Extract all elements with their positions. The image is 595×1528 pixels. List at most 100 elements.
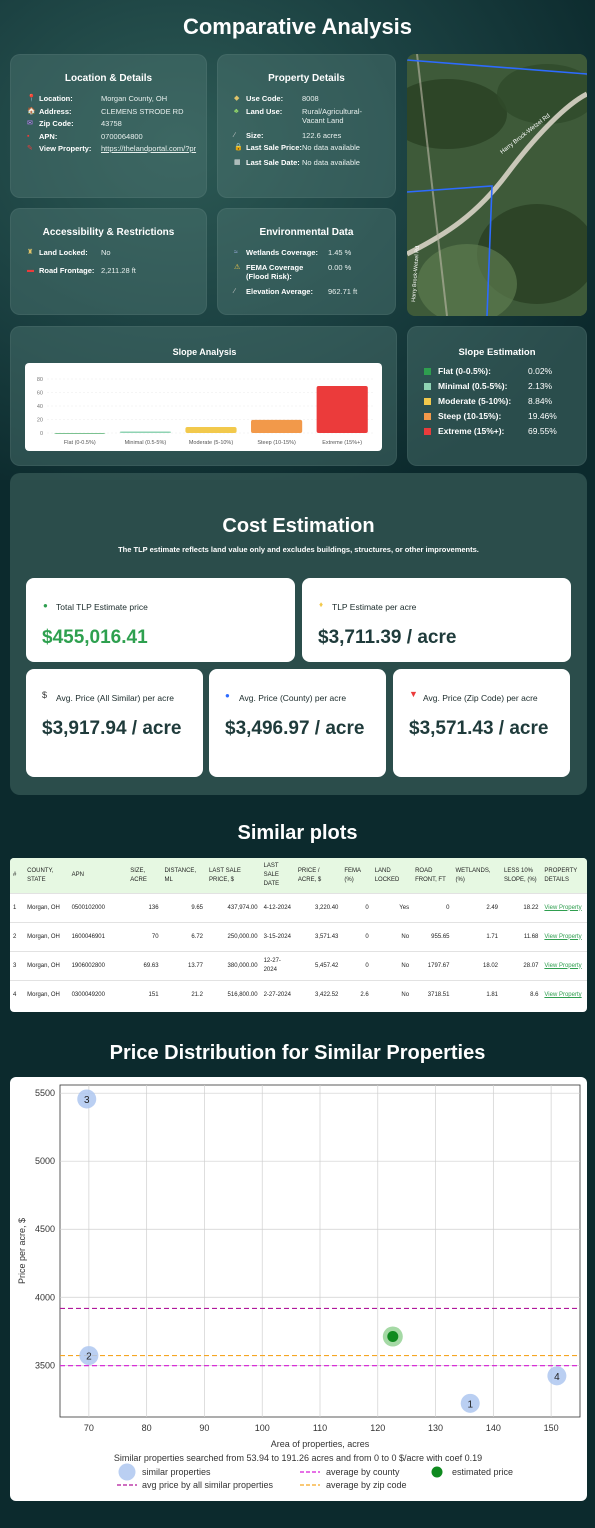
location-card: Location & Details 📍 Location: Morgan Coun… xyxy=(10,54,207,198)
table-cell: 3-15-2024 xyxy=(260,922,295,952)
slope-swatch xyxy=(424,412,431,420)
similar-table-header: # COUNTY, STATE APN SIZE, ACRE DISTANCE, ML L… xyxy=(10,858,587,894)
table-header-cell: APN xyxy=(71,872,84,878)
table-cell: 18.02 xyxy=(452,951,501,981)
wetlands-row: ≈ Wetlands Coverage: 1.45 % xyxy=(234,248,395,258)
table-cell: No xyxy=(371,980,413,1010)
slope-estimation-value: 19.46% xyxy=(528,411,557,421)
table-cell: 0 xyxy=(341,951,372,981)
table-header-cell: DISTANCE, ML xyxy=(164,867,197,883)
view-property-link[interactable]: View Property xyxy=(544,933,582,940)
road-frontage-key: Road Frontage: xyxy=(39,265,95,275)
table-cell: 1.81 xyxy=(452,980,501,1010)
last-sale-price-row: 🔒 Last Sale Price: No data available xyxy=(234,143,395,153)
property-map[interactable]: Harry Brock-Wetzel Rd Harry Brock-Wetzel… xyxy=(407,54,587,316)
view-property-link[interactable]: View Property xyxy=(544,962,582,969)
x-tick-label: 130 xyxy=(428,1423,443,1433)
slope-ytick-label: 20 xyxy=(37,418,43,424)
table-row: 4 Morgan, OH 0300049200 151 21.2 516,800.00 2-… xyxy=(10,980,587,1010)
address-value: CLEMENS STRODE RD xyxy=(101,106,184,116)
location-key: Location: xyxy=(39,94,73,103)
point-label: 2 xyxy=(86,1352,92,1363)
table-header-cell: # xyxy=(13,872,17,878)
similar-property-point xyxy=(460,1393,480,1413)
cost-subtitle: The TLP estimate reflects land value onl… xyxy=(118,545,479,554)
x-tick-label: 140 xyxy=(486,1423,501,1433)
slope-estimation-row: Steep (10-15%): 19.46% xyxy=(424,411,586,421)
last-sale-price-key: Last Sale Price: xyxy=(246,143,302,152)
slope-estimation-card: Slope Estimation Flat (0-0.5%): 0.02% Mini… xyxy=(407,326,587,466)
table-cell: 3,220.40 xyxy=(294,893,342,923)
view-property-link[interactable]: View Property xyxy=(544,904,582,911)
slope-estimation-value: 69.55% xyxy=(528,426,557,436)
slope-swatch xyxy=(424,367,431,375)
table-cell: 69.63 xyxy=(127,951,162,981)
table-cell: 151 xyxy=(127,980,162,1010)
map-graphic: Harry Brock-Wetzel Rd Harry Brock-Wetzel… xyxy=(407,54,587,316)
slope-bar xyxy=(316,386,368,433)
table-cell: 70 xyxy=(127,922,162,952)
table-cell: 2.6 xyxy=(341,980,372,1010)
cost-title: Cost Estimation xyxy=(222,515,375,537)
address-key: Address: xyxy=(39,106,72,116)
table-cell: 955.65 xyxy=(412,922,453,952)
table-header-cell: COUNTY, STATE xyxy=(27,867,54,883)
point-label: 3 xyxy=(84,1095,90,1106)
table-cell: View Property xyxy=(541,980,587,1010)
y-tick-label: 4500 xyxy=(35,1224,55,1234)
access-card: Accessibility & Restrictions ♜ Land Locke… xyxy=(10,208,207,315)
legend-label: estimated price xyxy=(452,1467,513,1477)
last-sale-date-row: ▦ Last Sale Date: No data available xyxy=(234,158,395,168)
avg-all-value: $3,917.94 / acre xyxy=(42,718,182,739)
elevation-value: 962.71 ft xyxy=(328,286,358,296)
table-row: 3 Morgan, OH 1906002800 69.63 13.77 380,000.0… xyxy=(10,951,587,981)
total-estimate-value: $455,016.41 xyxy=(42,627,148,648)
slope-ytick-label: 40 xyxy=(37,404,43,410)
price-dist-chart-svg: 70 80 90 100 110 120 130 140 150 3500 4000 4500 5000… xyxy=(17,1084,581,1490)
wetlands-key: Wetlands Coverage: xyxy=(246,248,318,257)
car-icon: ▬ xyxy=(27,266,34,274)
similar-property-point xyxy=(547,1366,567,1386)
total-estimate-card: ● Total TLP Estimate price $455,016.41 xyxy=(26,578,295,662)
slope-estimation-label: Minimal (0.5-5%): xyxy=(438,381,508,391)
slope-ytick-label: 0 xyxy=(40,431,43,437)
land-locked-value: No xyxy=(101,248,111,257)
elevation-key: Elevation Average: xyxy=(246,286,313,296)
avg-zip-card: ▼ Avg. Price (Zip Code) per acre $3,571.… xyxy=(393,669,570,777)
map-road-label-2: Harry Brock-Wetzel Rd xyxy=(411,246,421,302)
view-property-link[interactable]: https://thelandportal.com/?pr xyxy=(101,144,197,153)
slope-estimation-value: 0.02% xyxy=(528,366,553,376)
price-dist-chart: 70 80 90 100 110 120 130 140 150 3500 4000 4500 5000… xyxy=(10,1077,587,1501)
size-row: ∕ Size: 122.6 acres xyxy=(234,131,395,141)
apn-key: APN: xyxy=(39,131,58,141)
mail-icon: ✉ xyxy=(27,120,33,127)
slope-estimation-title: Slope Estimation xyxy=(458,347,536,358)
slope-estimation-label: Moderate (5-10%): xyxy=(438,396,512,406)
ruler-icon: ∕ xyxy=(234,131,236,139)
table-cell: 3,571.43 xyxy=(294,922,342,952)
avg-county-card: ● Avg. Price (County) per acre $3,496.97… xyxy=(209,669,386,777)
fema-key: FEMA Coverage (Flood Risk): xyxy=(246,262,304,282)
table-cell: 0 xyxy=(341,893,372,923)
table-cell: 1600046901 xyxy=(68,922,128,952)
view-property-link[interactable]: View Property xyxy=(544,991,582,998)
tag-icon: ◆ xyxy=(234,95,240,102)
slope-estimation-label: Extreme (15%+): xyxy=(438,426,505,436)
table-cell: 12-27-2024 xyxy=(260,951,295,981)
per-acre-label: TLP Estimate per acre xyxy=(332,602,417,612)
table-cell: 3,422.52 xyxy=(294,980,342,1010)
environment-card: Environmental Data ≈ Wetlands Coverage: 1.… xyxy=(217,208,396,315)
table-row: 1 Morgan, OH 0500102000 136 9.65 437,974.00 4-… xyxy=(10,893,587,923)
view-property-row: ✎ View Property: https://thelandportal.com… xyxy=(27,144,206,154)
table-cell: 0 xyxy=(412,893,453,923)
x-tick-label: 120 xyxy=(370,1423,385,1433)
size-value: 122.6 acres xyxy=(302,130,342,140)
pin-icon: 📍 xyxy=(27,95,36,102)
table-header-cell: LAST SALE DATE xyxy=(263,863,280,887)
table-cell: 1906002800 xyxy=(68,951,128,981)
table-cell: 380,000.00 xyxy=(206,951,261,981)
globe-icon: ● xyxy=(43,601,48,610)
table-cell: 4-12-2024 xyxy=(260,893,295,923)
slope-ytick-label: 80 xyxy=(37,377,43,383)
table-header-cell: LESS 10% SLOPE, (%) xyxy=(504,867,537,883)
